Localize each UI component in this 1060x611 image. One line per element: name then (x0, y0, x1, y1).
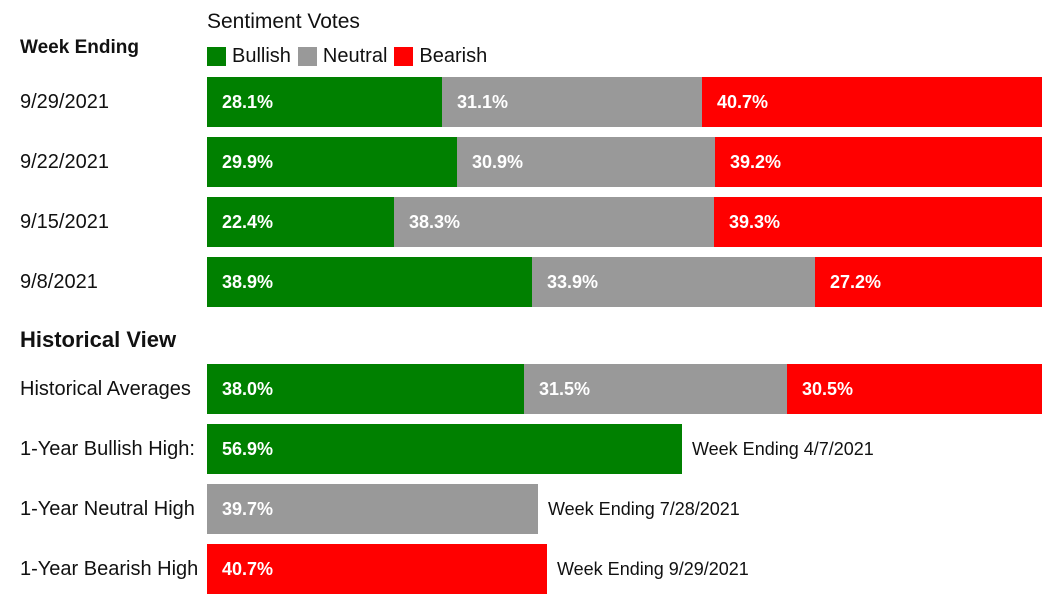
week-9-8-2021-label: 9/8/2021 (20, 271, 98, 293)
historical-averages-bullish-segment: 38.0% (207, 364, 524, 414)
week-9-29-2021-bearish-segment: 40.7% (702, 77, 1042, 127)
legend-label-neutral: Neutral (322, 44, 388, 67)
chart-title: Sentiment Votes (207, 10, 360, 33)
week-9-15-2021-label: 9/15/2021 (20, 211, 109, 233)
high-bullish-label: 1-Year Bullish High: (20, 438, 195, 460)
week-9-29-2021-bullish-segment: 28.1% (207, 77, 442, 127)
week-9-8-2021-bullish-segment: 38.9% (207, 257, 532, 307)
week-9-22-2021-bullish-segment: 29.9% (207, 137, 457, 187)
legend: Bullish Neutral Bearish (207, 44, 494, 68)
legend-swatch-neutral (297, 46, 317, 66)
week-9-8-2021-bar: 38.9% 33.9% 27.2% (207, 257, 1042, 307)
week-9-29-2021-neutral-segment: 31.1% (442, 77, 702, 127)
week-9-22-2021-bearish-segment: 39.2% (715, 137, 1042, 187)
historical-averages-bar: 38.0% 31.5% 30.5% (207, 364, 1042, 414)
high-bearish-bar: 40.7% (207, 544, 547, 594)
week-9-8-2021-bearish-segment: 27.2% (815, 257, 1042, 307)
high-neutral-label: 1-Year Neutral High (20, 498, 195, 520)
high-neutral-bar: 39.7% (207, 484, 538, 534)
legend-swatch-bearish (394, 46, 414, 66)
legend-label-bullish: Bullish (232, 44, 291, 67)
week-9-29-2021-bar: 28.1% 31.1% 40.7% (207, 77, 1042, 127)
week-9-22-2021-neutral-segment: 30.9% (457, 137, 715, 187)
historical-view-heading: Historical View (20, 327, 177, 352)
historical-averages-neutral-segment: 31.5% (524, 364, 787, 414)
legend-swatch-bullish (207, 46, 226, 66)
historical-averages-label: Historical Averages (20, 378, 191, 400)
high-bullish-week-note: Week Ending 4/7/2021 (692, 439, 874, 459)
legend-item-bullish: Bullish (207, 45, 291, 68)
high-neutral-week-note: Week Ending 7/28/2021 (548, 499, 740, 519)
high-bearish-week-note: Week Ending 9/29/2021 (557, 559, 749, 579)
high-bearish-value: 40.7% (207, 544, 547, 594)
week-9-15-2021-neutral-segment: 38.3% (394, 197, 714, 247)
high-bearish-label: 1-Year Bearish High (20, 558, 199, 580)
week-9-22-2021-label: 9/22/2021 (20, 151, 109, 173)
week-ending-heading: Week Ending (20, 37, 139, 58)
week-9-15-2021-bullish-segment: 22.4% (207, 197, 394, 247)
legend-label-bearish: Bearish (419, 44, 488, 67)
week-9-29-2021-label: 9/29/2021 (20, 91, 109, 113)
week-9-15-2021-bearish-segment: 39.3% (714, 197, 1042, 247)
week-9-8-2021-neutral-segment: 33.9% (532, 257, 815, 307)
legend-item-neutral: Neutral (297, 44, 388, 68)
high-neutral-value: 39.7% (207, 484, 538, 534)
high-bullish-value: 56.9% (207, 424, 682, 474)
legend-item-bearish: Bearish (394, 45, 487, 68)
week-9-22-2021-bar: 29.9% 30.9% 39.2% (207, 137, 1042, 187)
historical-averages-bearish-segment: 30.5% (787, 364, 1042, 414)
high-bullish-bar: 56.9% (207, 424, 682, 474)
week-9-15-2021-bar: 22.4% 38.3% 39.3% (207, 197, 1042, 247)
